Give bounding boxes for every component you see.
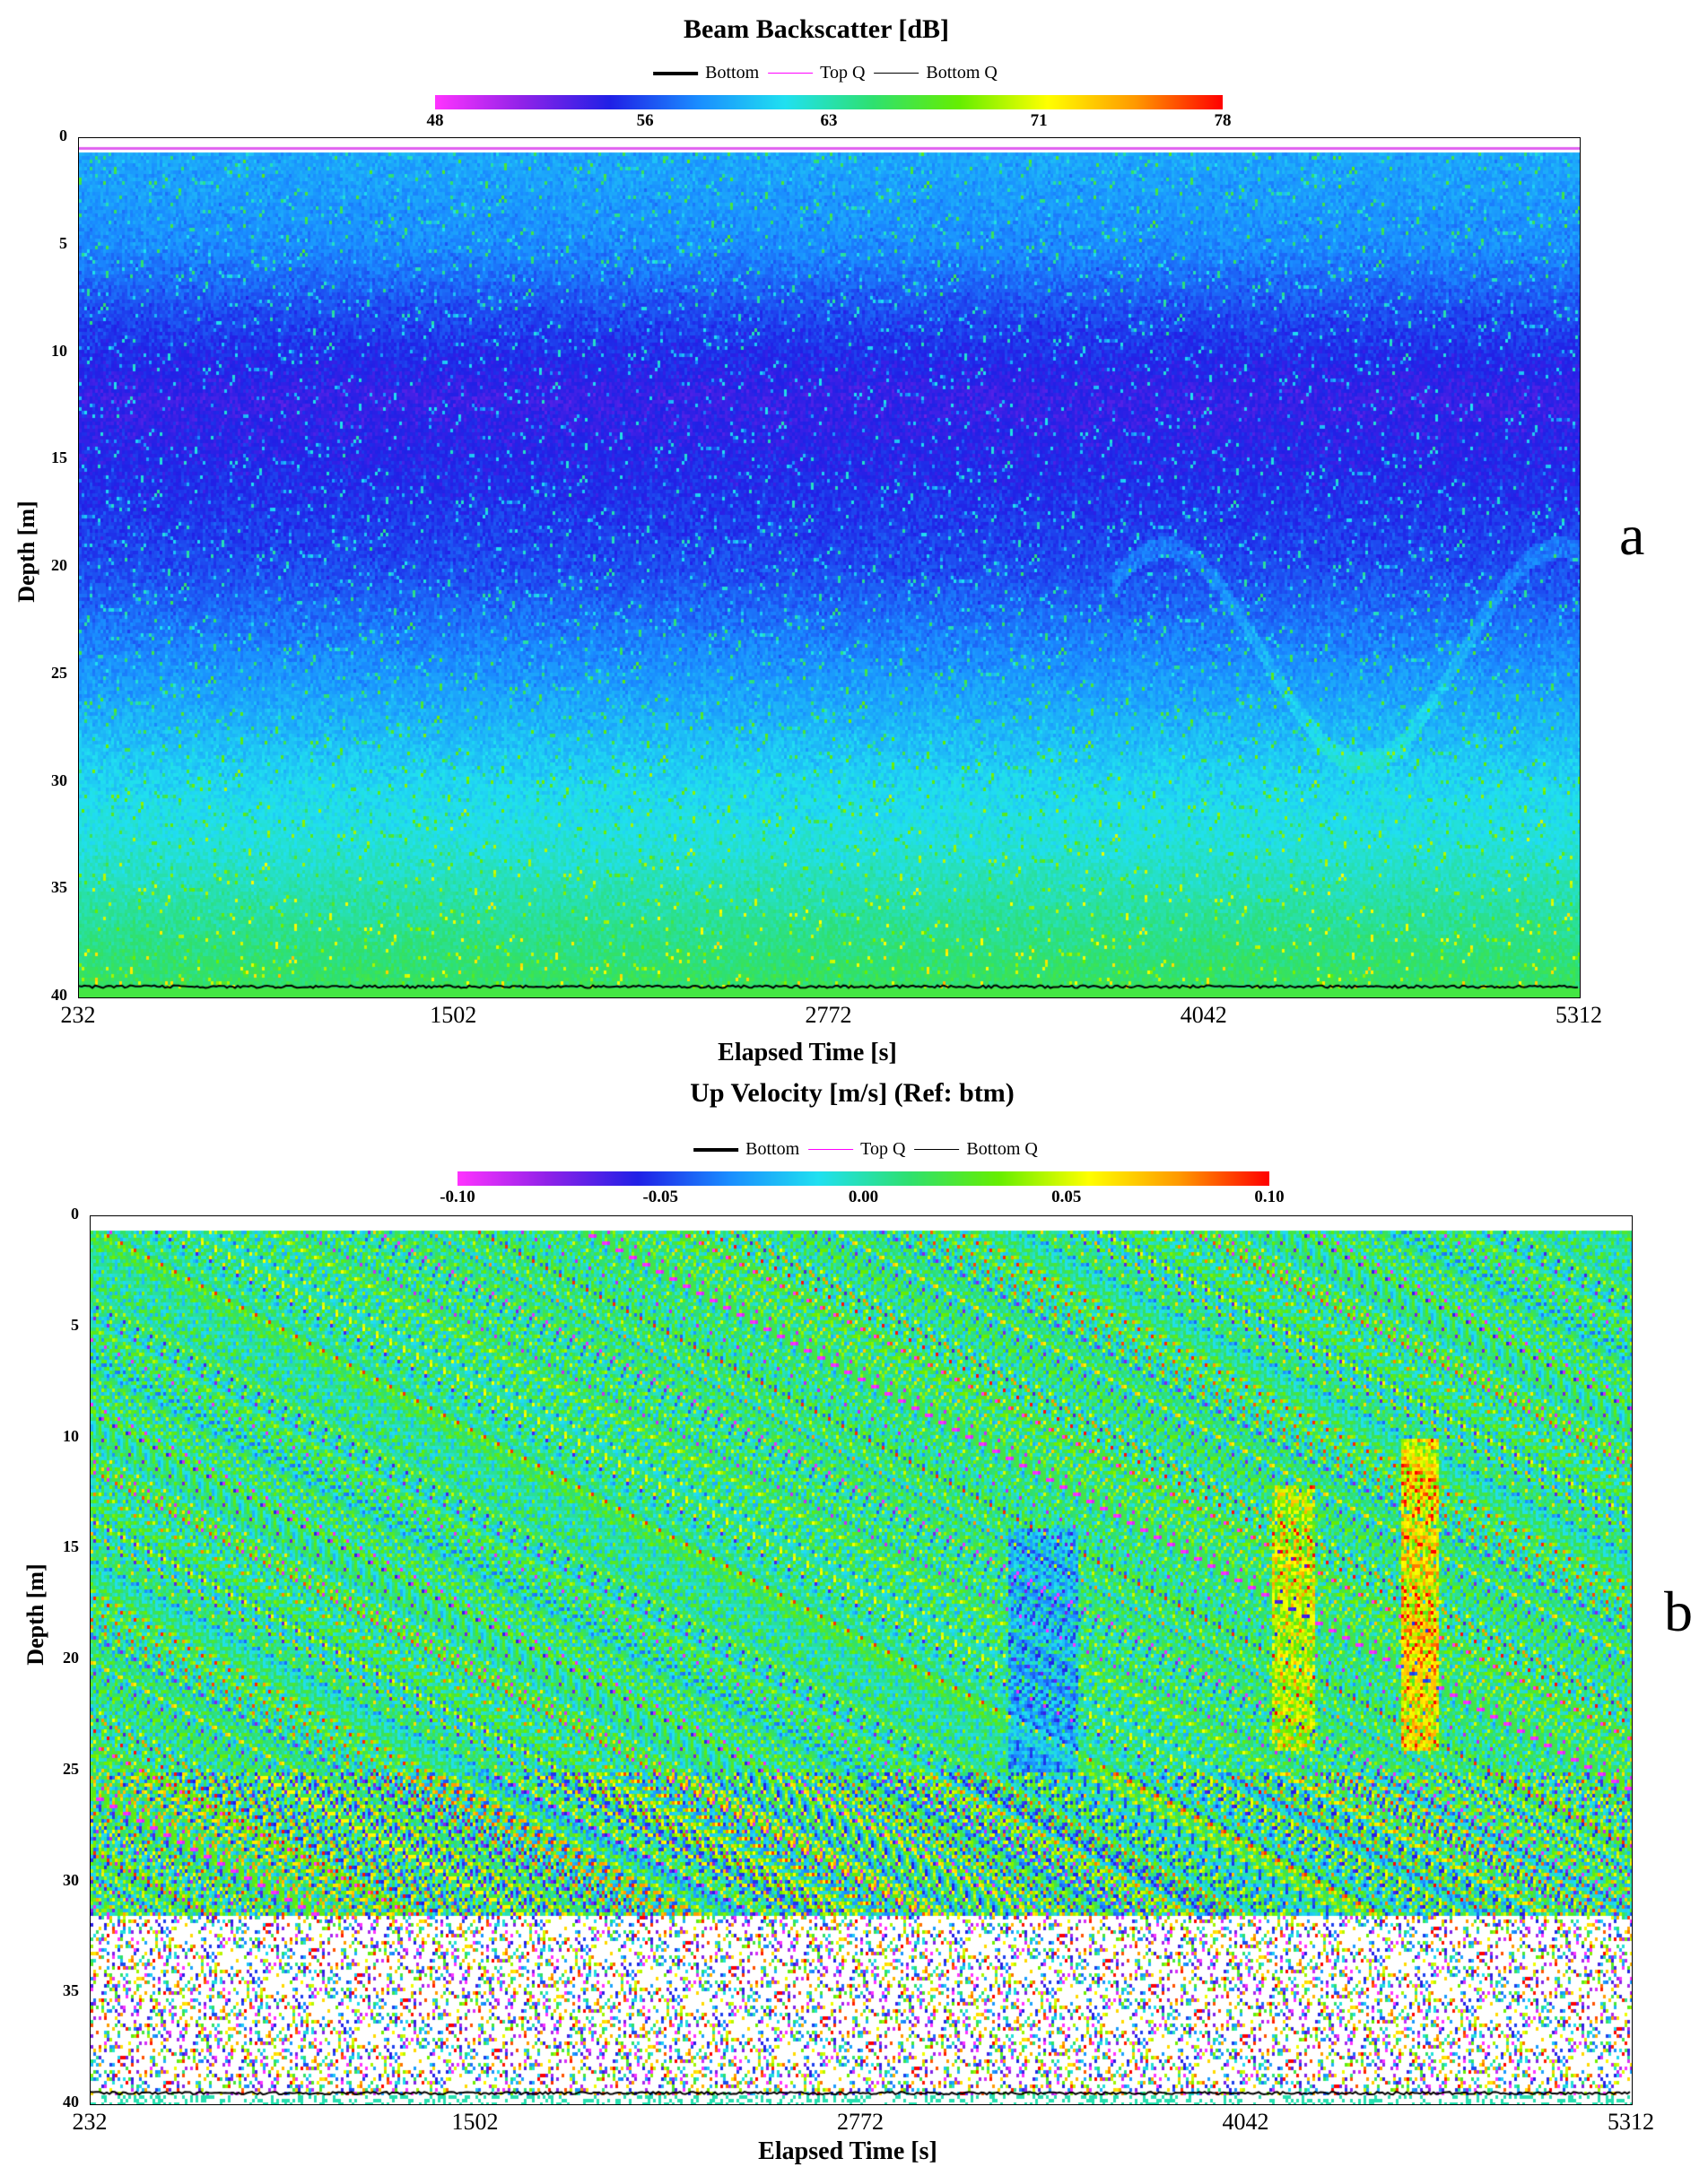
panel-b: Up Velocity [m/s] (Ref: btm) Bottom Top … <box>0 1076 1708 2176</box>
x-tick-label: 2772 <box>837 2109 884 2135</box>
y-axis-label: Depth [m] <box>22 1563 48 1666</box>
y-tick-label: 35 <box>63 1981 79 2000</box>
y-tick-label: 25 <box>51 663 67 682</box>
x-tick-label: 5312 <box>1608 2109 1654 2135</box>
legend-item-top-q: Top Q <box>808 1139 905 1160</box>
chart-title: Up Velocity [m/s] (Ref: btm) <box>690 1078 1015 1108</box>
y-tick-label: 10 <box>51 341 67 360</box>
legend-label-bottom-q: Bottom Q <box>926 63 998 83</box>
y-tick-label: 5 <box>59 233 67 252</box>
velocity-heatmap <box>91 1216 1632 2104</box>
colorbar <box>435 95 1223 109</box>
legend-item-top-q: Top Q <box>768 63 865 83</box>
chart-legend: Bottom Top Q Bottom Q <box>693 1139 1038 1160</box>
y-tick-label: 10 <box>63 1426 79 1445</box>
colorbar-tick-label: 78 <box>1214 111 1232 130</box>
colorbar-tick-label: 71 <box>1030 111 1048 130</box>
y-tick-label: 0 <box>59 126 67 144</box>
legend-label-bottom-q: Bottom Q <box>966 1139 1038 1159</box>
y-tick-label: 5 <box>71 1315 79 1334</box>
panel-a: Beam Backscatter [dB] Bottom Top Q Botto… <box>0 0 1708 1076</box>
legend-label-bottom: Bottom <box>705 63 760 83</box>
panel-label: b <box>1664 1580 1693 1643</box>
legend-swatch-bottom <box>653 71 699 75</box>
colorbar-tick-label: 56 <box>636 111 654 130</box>
chart-legend: Bottom Top Q Bottom Q <box>653 63 998 83</box>
plot-area <box>78 137 1581 998</box>
y-tick-label: 20 <box>51 556 67 574</box>
panel-label: a <box>1619 503 1645 567</box>
x-tick-label: 4042 <box>1222 2109 1269 2135</box>
colorbar-tick-label: 63 <box>820 111 838 130</box>
chart-title: Beam Backscatter [dB] <box>683 14 950 44</box>
y-tick-label: 40 <box>51 986 67 1004</box>
y-tick-label: 25 <box>63 1759 79 1778</box>
colorbar-tick-label: -0.10 <box>440 1188 475 1206</box>
x-axis-label: Elapsed Time [s] <box>758 2137 937 2165</box>
colorbar-tick-label: 0.00 <box>848 1188 879 1206</box>
legend-swatch-top-q <box>808 1149 854 1150</box>
x-tick-label: 1502 <box>451 2109 499 2135</box>
x-tick-label: 232 <box>60 1002 96 1028</box>
legend-label-top-q: Top Q <box>860 1139 906 1159</box>
legend-swatch-bottom-q <box>914 1149 960 1150</box>
x-tick-label: 232 <box>72 2109 108 2135</box>
legend-swatch-bottom <box>693 1147 739 1152</box>
colorbar-tick-label: 0.05 <box>1051 1188 1082 1206</box>
colorbar-tick-label: 48 <box>426 111 444 130</box>
legend-item-bottom-q: Bottom Q <box>874 63 998 83</box>
y-tick-label: 30 <box>51 770 67 789</box>
x-tick-label: 4042 <box>1180 1002 1227 1028</box>
y-tick-label: 15 <box>51 448 67 467</box>
colorbar-tick-label: -0.05 <box>642 1188 679 1206</box>
legend-swatch-bottom-q <box>874 73 919 74</box>
legend-swatch-top-q <box>768 73 814 74</box>
y-tick-label: 15 <box>63 1537 79 1556</box>
y-tick-label: 40 <box>63 2093 79 2111</box>
y-tick-label: 30 <box>63 1870 79 1889</box>
legend-label-top-q: Top Q <box>820 63 866 83</box>
y-tick-label: 0 <box>71 1205 79 1223</box>
y-axis-label: Depth [m] <box>13 500 39 603</box>
y-tick-label: 20 <box>63 1649 79 1667</box>
legend-label-bottom: Bottom <box>745 1139 800 1159</box>
y-tick-label: 35 <box>51 878 67 897</box>
plot-area <box>90 1215 1633 2105</box>
x-tick-label: 1502 <box>430 1002 477 1028</box>
x-tick-label: 5312 <box>1556 1002 1602 1028</box>
legend-item-bottom: Bottom <box>693 1139 799 1160</box>
colorbar-tick-label: 0.10 <box>1254 1188 1285 1206</box>
x-tick-label: 2772 <box>805 1002 852 1028</box>
legend-item-bottom-q: Bottom Q <box>914 1139 1038 1160</box>
backscatter-heatmap <box>79 138 1580 997</box>
x-axis-label: Elapsed Time [s] <box>718 1039 897 1066</box>
legend-item-bottom: Bottom <box>653 63 759 83</box>
colorbar <box>458 1171 1269 1186</box>
